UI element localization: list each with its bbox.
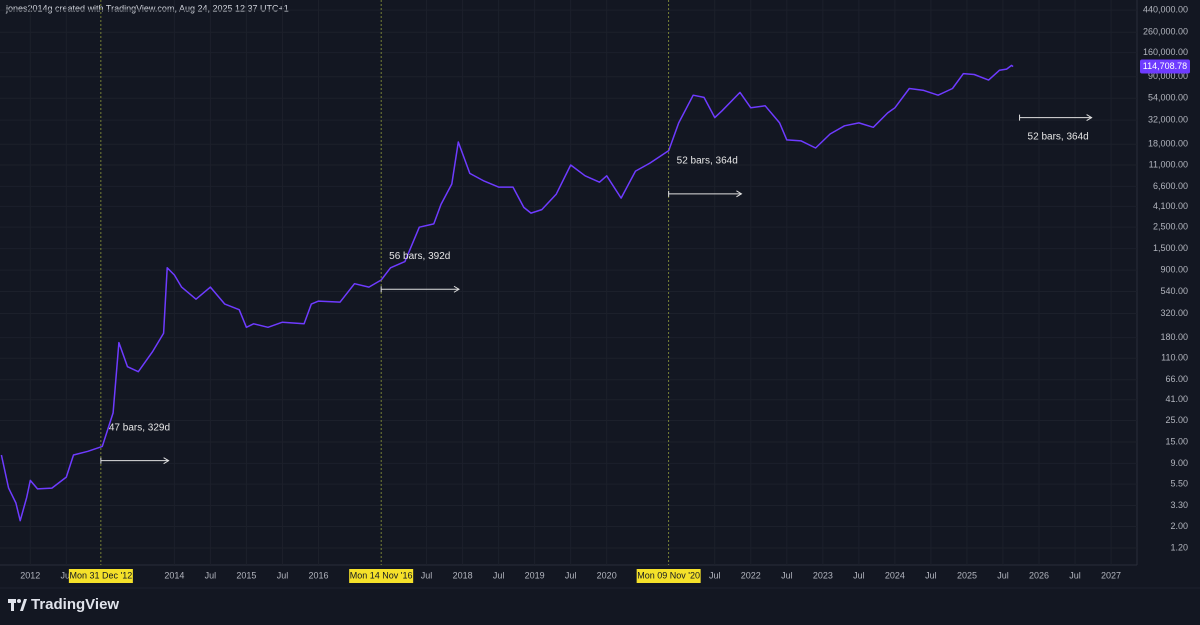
arrow-head <box>163 457 170 465</box>
annotation: 52 bars, 364d <box>1028 131 1089 142</box>
y-tick-label: 41.00 <box>1165 394 1188 404</box>
y-tick-label: 540.00 <box>1160 286 1188 296</box>
x-tick-label: 2025 <box>957 570 977 580</box>
x-tick-label: Jul <box>421 570 433 580</box>
y-tick-label: 11,000.00 <box>1149 159 1188 169</box>
x-tick-label: 2014 <box>164 570 184 580</box>
y-tick-label: 9.00 <box>1170 458 1188 468</box>
y-tick-label: 900.00 <box>1160 264 1188 274</box>
brand-logo <box>8 599 27 611</box>
y-tick-label: 2.00 <box>1170 521 1188 531</box>
arrow-head <box>736 190 743 198</box>
x-tick-label: Jul <box>925 570 937 580</box>
x-tick-label: Jul <box>61 570 73 580</box>
x-tick-label: Jul <box>205 570 217 580</box>
x-tick-label: 2027 <box>1101 570 1121 580</box>
arrow-head <box>1086 114 1093 122</box>
y-tick-label: 320.00 <box>1160 308 1188 318</box>
y-tick-label: 4,100.00 <box>1153 201 1188 211</box>
x-tick-label: Jul <box>493 570 505 580</box>
annotation: 47 bars, 329d <box>109 422 170 433</box>
x-tick-label: 2019 <box>525 570 545 580</box>
marker-label-bg <box>636 569 701 583</box>
x-tick-label: Jul <box>277 570 289 580</box>
x-tick-label: Jul <box>709 570 721 580</box>
marker-label-bg <box>349 569 414 583</box>
marker-label: Mon 31 Dec '12 <box>69 570 132 580</box>
y-tick-label: 1,500.00 <box>1153 243 1188 253</box>
arrow-head <box>453 285 460 293</box>
x-tick-label: 2015 <box>236 570 256 580</box>
y-tick-label: 2,500.00 <box>1153 222 1188 232</box>
x-tick-label: 2022 <box>741 570 761 580</box>
y-tick-label: 160,000.00 <box>1143 47 1188 57</box>
marker-label-bg <box>68 569 133 583</box>
y-tick-label: 110.00 <box>1161 353 1188 363</box>
header-text: jones2014g created with TradingView.com,… <box>5 3 289 13</box>
marker-label: Mon 09 Nov '20 <box>637 570 700 580</box>
marker-label: Mon 14 Nov '16 <box>350 570 413 580</box>
x-tick-label: Jul <box>1069 570 1081 580</box>
y-tick-label: 54,000.00 <box>1148 93 1188 103</box>
y-tick-label: 90,000.00 <box>1148 71 1188 81</box>
y-tick-label: 66.00 <box>1165 374 1188 384</box>
last-price-bg <box>1140 59 1190 74</box>
y-tick-label: 440,000.00 <box>1143 4 1188 14</box>
y-tick-label: 1.20 <box>1170 542 1188 552</box>
y-tick-label: 5.50 <box>1170 478 1188 488</box>
annotation: 52 bars, 364d <box>677 155 738 166</box>
x-tick-label: 2012 <box>20 570 40 580</box>
price-line <box>0 64 1014 522</box>
x-tick-label: 2020 <box>597 570 617 580</box>
y-tick-label: 260,000.00 <box>1143 27 1188 37</box>
y-tick-label: 180.00 <box>1160 332 1188 342</box>
x-tick-label: Jul <box>565 570 577 580</box>
x-tick-label: 2018 <box>453 570 473 580</box>
x-tick-label: Jul <box>853 570 865 580</box>
y-tick-label: 32,000.00 <box>1148 115 1188 125</box>
y-tick-label: 15.00 <box>1165 436 1188 446</box>
x-tick-label: Jul <box>781 570 793 580</box>
x-tick-label: Jul <box>997 570 1009 580</box>
last-price-label: 114,708.78 <box>1143 61 1187 71</box>
y-tick-label: 3.30 <box>1170 500 1188 510</box>
y-tick-label: 18,000.00 <box>1148 139 1188 149</box>
brand-name: TradingView <box>31 596 119 613</box>
x-tick-label: 2016 <box>308 570 328 580</box>
y-tick-label: 25.00 <box>1165 415 1188 425</box>
y-tick-label: 6,600.00 <box>1153 181 1188 191</box>
x-tick-label: 2023 <box>813 570 833 580</box>
x-tick-label: 2024 <box>885 570 905 580</box>
x-tick-label: 2026 <box>1029 570 1049 580</box>
annotation: 56 bars, 392d <box>389 251 450 262</box>
